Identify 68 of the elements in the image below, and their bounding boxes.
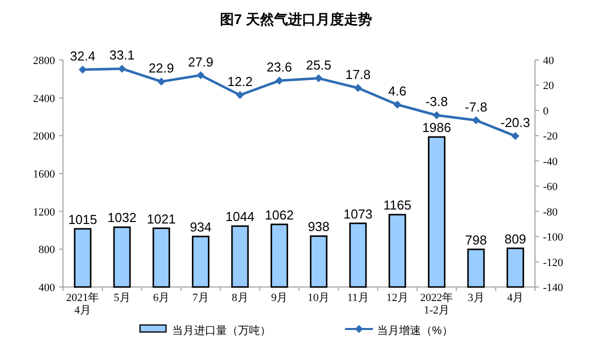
data-label: 23.6	[266, 60, 292, 75]
point	[432, 111, 441, 120]
data-label: 22.9	[148, 60, 174, 76]
point	[196, 71, 205, 80]
y2-tick-label: -20	[543, 130, 558, 143]
y2-tick-label: 0	[543, 105, 549, 118]
x-tick-label: 8月	[232, 292, 248, 304]
data-label: 12.2	[227, 74, 253, 90]
x-tick-label: 12月	[386, 292, 408, 304]
legend-label: 当月进口量（万吨）	[172, 324, 271, 337]
y-tick-label: 1200	[33, 206, 56, 218]
data-label: 33.1	[109, 48, 135, 63]
data-label: 32.4	[70, 48, 96, 64]
y-tick-label: 2400	[33, 92, 56, 105]
y2-tick-label: 20	[543, 80, 554, 92]
data-label: 1044	[226, 209, 254, 224]
y2-tick-label: -40	[543, 156, 558, 168]
y-tick-label: 2800	[33, 55, 56, 67]
data-label: 4.6	[388, 84, 406, 99]
point	[314, 74, 323, 82]
data-label: 1073	[344, 206, 372, 222]
x-tick-label: 7月	[192, 292, 209, 304]
data-label: -3.8	[425, 94, 448, 110]
y2-tick-label: -100	[543, 232, 564, 244]
y-tick-label: 2000	[33, 130, 56, 143]
point	[472, 116, 480, 124]
data-label: 809	[504, 231, 526, 246]
y-tick-label: 1600	[33, 168, 56, 180]
data-label: -7.8	[464, 99, 488, 114]
point	[236, 91, 244, 100]
y2-tick-label: -80	[543, 206, 558, 218]
data-label: 1062	[264, 207, 294, 222]
x-tick-label: 2022年 1-2月	[420, 292, 454, 317]
y2-tick-label: -120	[543, 256, 564, 269]
x-tick-label: 5月	[114, 292, 130, 304]
chart-title: 图7 天然气进口月度走势	[220, 11, 372, 27]
data-label: 934	[190, 219, 212, 234]
data-label: 1986	[422, 120, 452, 135]
x-tick-label: 10月	[308, 292, 330, 304]
point	[157, 78, 166, 86]
data-label: 1015	[68, 212, 98, 227]
y-tick-label: 800	[38, 244, 56, 256]
x-tick-label: 2021年 4月	[66, 292, 100, 317]
point	[354, 84, 362, 92]
x-tick-label: 4月	[507, 292, 524, 304]
x-tick-label: 3月	[468, 292, 484, 304]
data-label: 1021	[146, 211, 176, 226]
y2-tick-label: -140	[543, 282, 564, 294]
y-tick-label: 400	[38, 282, 56, 294]
data-label: 1165	[383, 198, 412, 213]
point	[393, 100, 402, 109]
data-label: 798	[465, 232, 487, 248]
y2-tick-label: 40	[543, 55, 554, 67]
x-tick-label: 11月	[347, 292, 369, 304]
point	[78, 66, 87, 74]
data-label: 1032	[108, 210, 136, 226]
data-label: 25.5	[306, 57, 332, 72]
point	[275, 76, 284, 85]
x-tick-label: 6月	[153, 292, 170, 304]
y2-tick-label: -60	[543, 181, 558, 194]
data-label: -20.3	[500, 115, 530, 130]
point	[118, 64, 126, 73]
x-tick-label: 9月	[271, 292, 288, 304]
legend-label: 当月增速（%）	[377, 324, 453, 337]
data-label: 938	[308, 219, 330, 234]
data-label: 17.8	[345, 66, 371, 82]
data-label: 27.9	[188, 54, 214, 70]
point	[511, 132, 520, 140]
